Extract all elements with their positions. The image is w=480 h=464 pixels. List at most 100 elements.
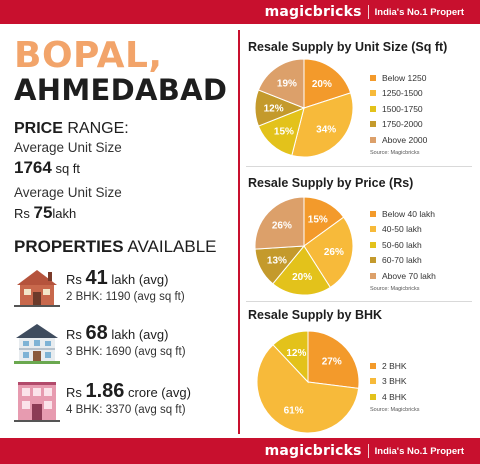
building-icon — [14, 382, 60, 422]
pie-slice-label-0: 27% — [322, 357, 342, 368]
footer-brand-separator — [367, 444, 369, 458]
price-value: 68 — [85, 322, 108, 344]
legend-swatch — [370, 136, 376, 143]
legend-label: 1500-1750 — [382, 103, 423, 114]
legend-item-3: 60-70 lakh — [370, 253, 436, 269]
pie-chart-bhk: 27% 61% 12% — [256, 330, 360, 434]
pie-slice-4 — [254, 196, 305, 250]
price-prefix: Rs — [66, 327, 86, 342]
legend-item-2: 50-60 lakh — [370, 237, 436, 253]
pie-slice-2 — [272, 245, 331, 296]
pie-slice-label-0: 20% — [312, 79, 332, 90]
legend-label: 60-70 lakh — [382, 255, 422, 266]
pie-slice-label-4: 26% — [272, 221, 292, 232]
pie-slice-label-0: 15% — [308, 214, 328, 225]
legend-label: Above 70 lakh — [382, 270, 436, 281]
property-item-2bhk: Rs 41 lakh (avg) 2 BHK: 1190 (avg sq ft) — [14, 267, 234, 315]
property-item-3bhk: Rs 68 lakh (avg) 3 BHK: 1690 (avg sq ft) — [14, 322, 234, 370]
legend-label: 1250-1500 — [382, 88, 423, 99]
pie-slice-label-1: 61% — [284, 406, 304, 417]
avg-size-number: 1764 — [14, 158, 52, 177]
price-suffix: crore (avg) — [124, 385, 191, 400]
pie-slice-1 — [256, 344, 360, 434]
price-suffix: lakh (avg) — [107, 272, 169, 287]
price-range-title-rest: RANGE: — [62, 120, 129, 137]
legend-item-2: 4 BHK — [370, 389, 420, 405]
property-detail: 2 BHK: 1190 (avg sq ft) — [66, 291, 185, 303]
pie-slice-label-1: 34% — [316, 124, 336, 135]
chart-source: Source: Magicbricks — [370, 285, 420, 292]
legend-label: 4 BHK — [382, 391, 407, 402]
brand-tagline: India's No.1 Propert — [374, 6, 464, 18]
avg-size-value: 1764 sq ft — [14, 158, 80, 178]
pie-slice-label-3: 12% — [264, 104, 284, 115]
pie-slice-label-4: 19% — [277, 78, 297, 89]
footer-bar: magicbricks India's No.1 Propert — [0, 438, 480, 464]
property-price: Rs 1.86 crore (avg) — [66, 380, 191, 403]
legend-unit-size: Below 1250 1250-1500 1500-1750 1750-2000 Abo… — [370, 70, 427, 156]
pie-slice-1 — [291, 92, 354, 158]
chart-title-bhk: Resale Supply by BHK — [248, 308, 383, 322]
section-divider — [246, 301, 472, 302]
legend-item-4: Above 2000 — [370, 132, 427, 148]
legend-swatch — [370, 378, 376, 385]
property-item-4bhk: Rs 1.86 crore (avg) 4 BHK: 3370 (avg sq … — [14, 380, 234, 428]
chart-title-unit-size: Resale Supply by Unit Size (Sq ft) — [248, 40, 448, 54]
pie-slice-label-2: 15% — [274, 126, 294, 137]
property-price: Rs 41 lakh (avg) — [66, 267, 168, 290]
legend-label: Below 40 lakh — [382, 208, 435, 219]
properties-title: PROPERTIES AVAILABLE — [14, 237, 217, 257]
properties-title-bold: PROPERTIES — [14, 237, 124, 256]
legend-price: Below 40 lakh 40-50 lakh 50-60 lakh 60-70 l… — [370, 206, 436, 292]
pie-slice-1 — [303, 216, 354, 289]
chart-source: Source: Magicbricks — [370, 406, 420, 413]
footer-brand-logo[interactable]: magicbricks — [264, 443, 362, 459]
pie-slice-label-3: 13% — [267, 255, 287, 266]
price-prefix: Rs — [66, 272, 86, 287]
avg-price-value: Rs 75lakh — [14, 203, 76, 223]
legend-item-2: 1500-1750 — [370, 101, 427, 117]
price-prefix: Rs — [66, 385, 86, 400]
property-detail: 4 BHK: 3370 (avg sq ft) — [66, 404, 186, 416]
price-value: 41 — [85, 267, 108, 289]
footer-brand-tagline: India's No.1 Propert — [374, 445, 464, 457]
legend-swatch — [370, 210, 376, 217]
price-suffix: lakh (avg) — [107, 327, 169, 342]
pie-slice-0 — [307, 330, 360, 389]
legend-label: 1750-2000 — [382, 119, 423, 130]
legend-swatch — [370, 74, 376, 81]
legend-swatch — [370, 362, 376, 369]
legend-swatch — [370, 90, 376, 97]
property-detail: 3 BHK: 1690 (avg sq ft) — [66, 346, 186, 358]
legend-swatch — [370, 121, 376, 128]
chart-source: Source: Magicbricks — [370, 149, 420, 156]
price-value: 1.86 — [85, 380, 125, 402]
house-icon — [14, 270, 60, 307]
avg-size-label: Average Unit Size — [14, 140, 122, 155]
brand-logo[interactable]: magicbricks — [264, 4, 362, 20]
pie-slice-0 — [303, 58, 352, 109]
legend-item-4: Above 70 lakh — [370, 268, 436, 284]
pie-slice-label-2: 20% — [292, 272, 312, 283]
legend-item-1: 1250-1500 — [370, 86, 427, 102]
legend-label: 50-60 lakh — [382, 239, 422, 250]
legend-swatch — [370, 393, 376, 400]
avg-size-unit: sq ft — [51, 161, 81, 176]
section-divider — [246, 166, 472, 167]
bungalow-icon — [14, 324, 60, 364]
properties-title-rest: AVAILABLE — [123, 237, 217, 256]
avg-price-unit: lakh — [52, 206, 77, 221]
legend-item-1: 3 BHK — [370, 374, 420, 390]
pie-chart-unit-size: 20% 34% 15% 12% 19% — [254, 58, 354, 158]
legend-swatch — [370, 257, 376, 264]
pie-slice-2 — [272, 330, 309, 384]
legend-swatch — [370, 105, 376, 112]
legend-bhk: 2 BHK 3 BHK 4 BHK Source: Magicbricks — [370, 358, 420, 413]
column-divider — [238, 30, 240, 434]
legend-item-0: Below 40 lakh — [370, 206, 436, 222]
legend-item-3: 1750-2000 — [370, 117, 427, 133]
legend-label: 40-50 lakh — [382, 224, 422, 235]
brand-separator — [367, 5, 369, 19]
price-range-title-bold: PRICE — [14, 120, 63, 137]
pie-slice-label-1: 26% — [324, 247, 344, 258]
